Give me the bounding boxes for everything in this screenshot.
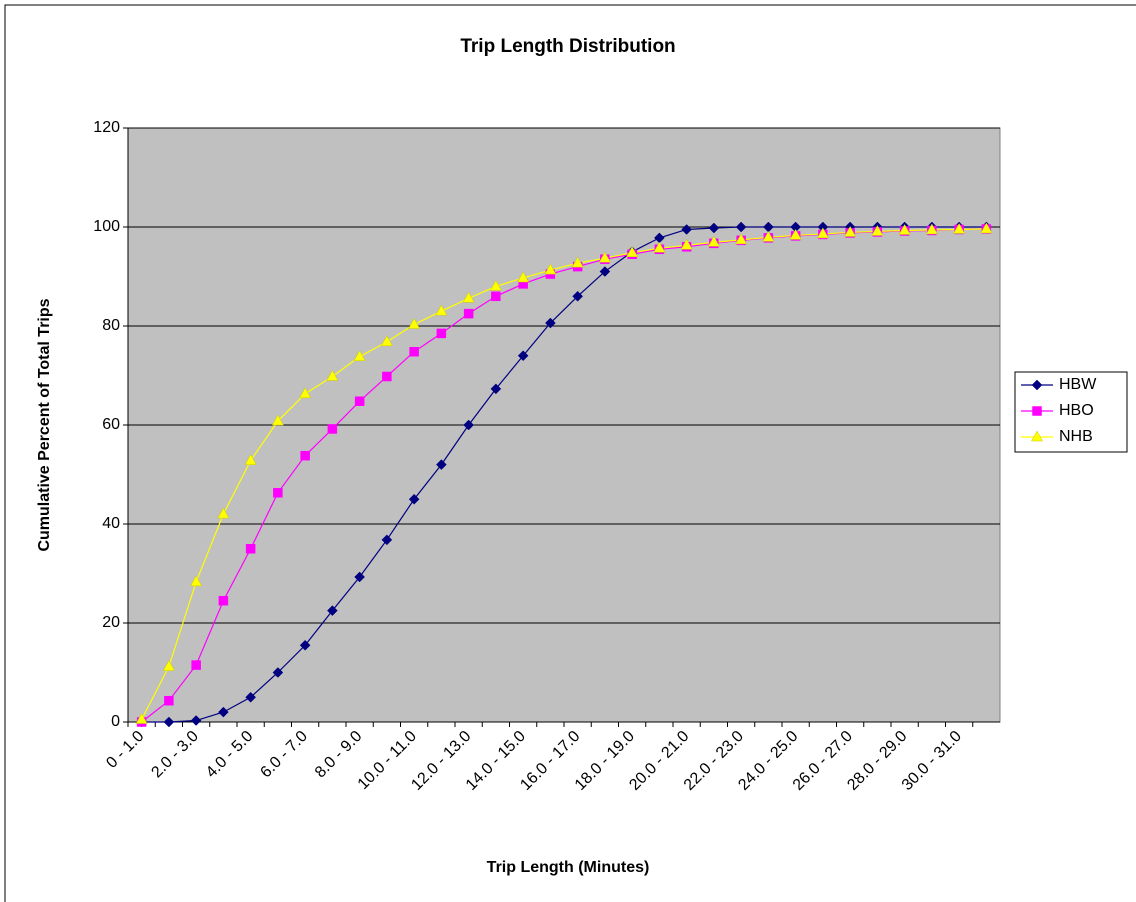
y-tick-label: 80 — [102, 317, 120, 334]
data-point — [219, 596, 228, 605]
data-point — [164, 696, 173, 705]
y-axis-title: Cumulative Percent of Total Trips — [36, 298, 53, 551]
data-point — [464, 309, 473, 318]
data-point — [328, 424, 337, 433]
legend-label: HBO — [1059, 402, 1094, 419]
legend-label: NHB — [1059, 428, 1093, 445]
data-point — [273, 488, 282, 497]
y-tick-label: 40 — [102, 515, 120, 532]
data-point — [301, 451, 310, 460]
chart-title: Trip Length Distribution — [460, 36, 675, 57]
legend-label: HBW — [1059, 376, 1097, 393]
x-axis-title: Trip Length (Minutes) — [487, 859, 650, 876]
y-tick-label: 120 — [93, 119, 120, 136]
data-point — [355, 397, 364, 406]
data-point — [192, 661, 201, 670]
legend-marker — [1033, 407, 1042, 416]
data-point — [410, 347, 419, 356]
page: {"chart_data": {"type": "line", "title":… — [0, 0, 1136, 902]
data-point — [246, 544, 255, 553]
data-point — [382, 372, 391, 381]
data-point — [491, 292, 500, 301]
y-tick-label: 100 — [93, 218, 120, 235]
chart: Trip Length Distribution Trip Length (Mi… — [0, 0, 1136, 902]
y-tick-label: 60 — [102, 416, 120, 433]
y-tick-label: 20 — [102, 614, 120, 631]
y-tick-label: 0 — [111, 713, 120, 730]
data-point — [437, 329, 446, 338]
